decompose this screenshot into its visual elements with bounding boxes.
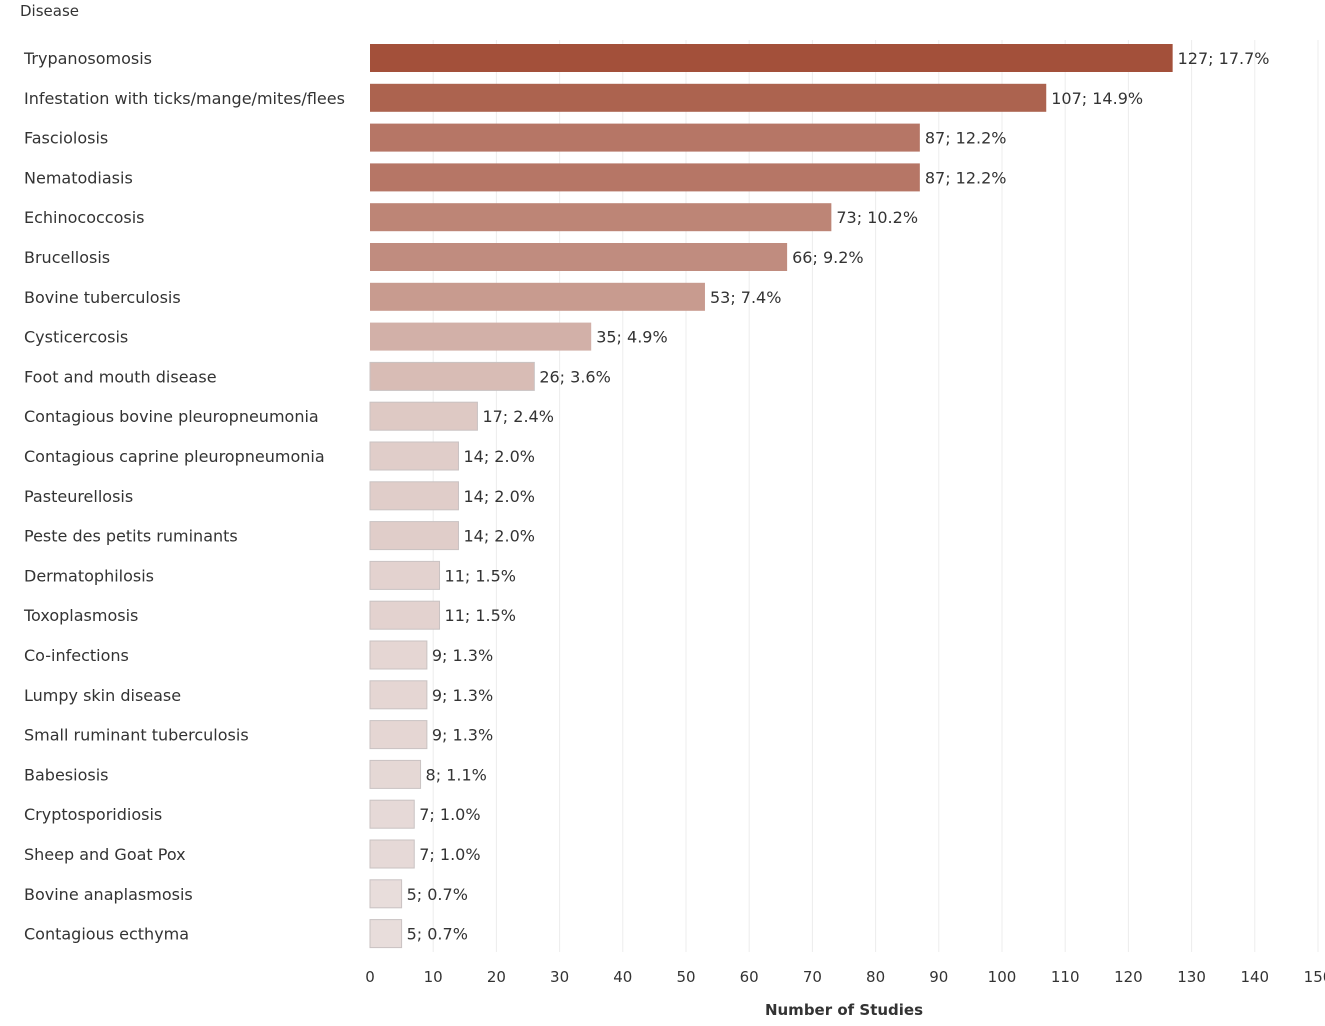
data-label: 14; 2.0% (463, 447, 534, 466)
bar (369, 560, 441, 590)
x-tick-label: 150 (1304, 968, 1325, 986)
x-tick-label: 20 (487, 968, 506, 986)
data-label: 26; 3.6% (539, 367, 610, 386)
x-tick-label: 100 (988, 968, 1017, 986)
category-label: Bovine tuberculosis (24, 288, 181, 307)
x-tick-label: 0 (365, 968, 375, 986)
category-label: Contagious ecthyma (24, 925, 189, 944)
category-label: Bovine anaplasmosis (24, 885, 193, 904)
category-label: Sheep and Goat Pox (24, 845, 186, 864)
x-tick-label: 120 (1114, 968, 1143, 986)
data-label: 107; 14.9% (1051, 89, 1143, 108)
category-label: Brucellosis (24, 248, 110, 267)
data-label: 7; 1.0% (419, 845, 480, 864)
data-labels: 127; 17.7% 107; 14.9% 87; 12.2% 87; 12.2% 73… (407, 49, 1270, 944)
bar (370, 203, 832, 232)
data-label: 11; 1.5% (445, 606, 516, 625)
data-label: 17; 2.4% (482, 407, 553, 426)
category-label: Pasteurellosis (24, 487, 133, 506)
category-label: Peste des petits ruminants (24, 527, 238, 546)
category-label: Infestation with ticks/mange/mites/flees (24, 89, 345, 108)
data-label: 73; 10.2% (836, 208, 918, 227)
gridlines (432, 40, 1319, 952)
category-label: Babesiosis (24, 765, 108, 784)
bar (369, 680, 428, 710)
data-label: 53; 7.4% (710, 288, 781, 307)
row-header-disease: Disease (20, 2, 79, 20)
x-tick-label: 130 (1177, 968, 1206, 986)
x-tick-label: 140 (1240, 968, 1269, 986)
category-label: Trypanosomosis (23, 49, 152, 68)
category-label: Toxoplasmosis (23, 606, 138, 625)
x-tick-label: 10 (424, 968, 443, 986)
category-labels: Trypanosomosis Infestation with ticks/man… (23, 49, 345, 944)
bar (370, 243, 788, 271)
x-tick-label: 50 (676, 968, 695, 986)
bar (370, 44, 1173, 72)
bar (370, 282, 705, 311)
bar (369, 600, 441, 630)
data-label: 127; 17.7% (1178, 49, 1270, 68)
category-label: Contagious caprine pleuropneumonia (24, 447, 325, 466)
category-label: Cryptosporidiosis (24, 805, 162, 824)
bar (369, 361, 535, 391)
bar (369, 839, 415, 869)
bar (369, 640, 428, 670)
bar (369, 401, 478, 431)
x-axis-ticks: 0 10 20 30 40 50 60 70 80 90 100 110 120 130 140 150 (365, 968, 1325, 986)
category-label: Dermatophilosis (24, 566, 154, 585)
data-label: 5; 0.7% (407, 885, 468, 904)
category-label: Foot and mouth disease (24, 367, 217, 386)
x-tick-label: 60 (740, 968, 759, 986)
data-label: 14; 2.0% (463, 487, 534, 506)
data-label: 7; 1.0% (419, 805, 480, 824)
category-label: Fasciolosis (24, 129, 108, 148)
bar (370, 123, 920, 152)
data-label: 8; 1.1% (426, 765, 487, 784)
category-label: Small ruminant tuberculosis (24, 726, 249, 745)
data-label: 66; 9.2% (792, 248, 863, 267)
bar (369, 441, 459, 471)
data-label: 9; 1.3% (432, 646, 493, 665)
data-label: 14; 2.0% (463, 527, 534, 546)
x-tick-label: 110 (1051, 968, 1080, 986)
data-label: 9; 1.3% (432, 686, 493, 705)
bar (369, 759, 422, 789)
bars (369, 44, 1173, 949)
bar (370, 83, 1047, 112)
x-axis-title: Number of Studies (765, 1001, 923, 1019)
data-label: 9; 1.3% (432, 726, 493, 745)
bar (370, 163, 920, 192)
bar (369, 521, 459, 551)
category-label: Contagious bovine pleuropneumonia (24, 407, 319, 426)
bar (369, 720, 428, 750)
data-label: 5; 0.7% (407, 925, 468, 944)
x-tick-label: 70 (803, 968, 822, 986)
category-label: Lumpy skin disease (24, 686, 181, 705)
bar (369, 481, 459, 511)
x-tick-label: 90 (929, 968, 948, 986)
category-label: Co-infections (24, 646, 129, 665)
category-label: Cysticercosis (24, 328, 128, 347)
data-label: 11; 1.5% (445, 566, 516, 585)
category-label: Echinococcosis (24, 208, 145, 227)
x-tick-label: 40 (613, 968, 632, 986)
bar (369, 879, 403, 909)
x-tick-label: 80 (866, 968, 885, 986)
data-label: 87; 12.2% (925, 168, 1007, 187)
bar (370, 322, 592, 351)
data-label: 87; 12.2% (925, 129, 1007, 148)
data-label: 35; 4.9% (596, 328, 667, 347)
bar (369, 799, 415, 829)
category-label: Nematodiasis (24, 168, 133, 187)
bar (369, 919, 403, 949)
x-tick-label: 30 (550, 968, 569, 986)
